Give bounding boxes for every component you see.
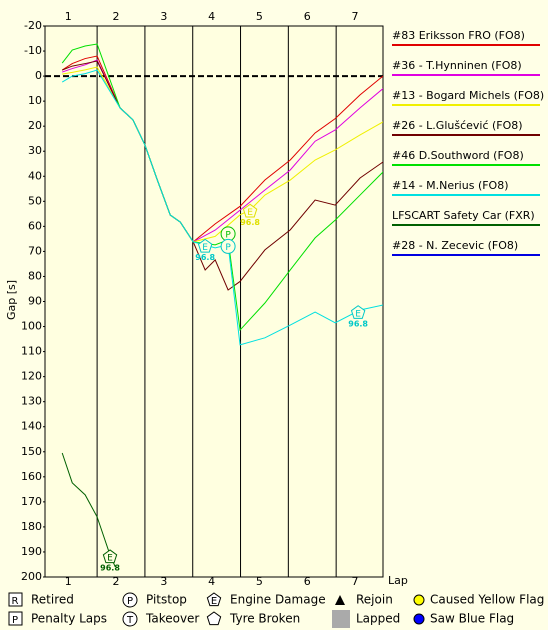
legend-icon xyxy=(8,611,23,626)
event-symbol: P xyxy=(225,230,231,240)
series-line xyxy=(61,69,383,346)
event-symbol: E xyxy=(355,309,361,319)
y-tick-label: 140 xyxy=(21,420,42,433)
event-label: 96.8 xyxy=(195,253,215,262)
x-tick-label: 2 xyxy=(113,575,120,588)
y-tick-label: 60 xyxy=(28,219,42,232)
y-tick-label: 160 xyxy=(21,470,42,483)
y-tick-label: 50 xyxy=(28,194,42,207)
x-tick-label-top: 7 xyxy=(352,10,359,23)
x-tick-label: 3 xyxy=(160,575,167,588)
x-tick-label: 7 xyxy=(352,575,359,588)
legend-label: #13 - Bogard Michels (FO8) xyxy=(392,89,544,102)
legend-label: LFSCART Safety Car (FXR) xyxy=(392,209,535,222)
event-icon xyxy=(220,238,236,254)
y-tick-label: -10 xyxy=(24,44,42,57)
x-tick-label: 1 xyxy=(65,575,72,588)
x-tick-label-top: 5 xyxy=(256,10,263,23)
legend-label: #26 - L.Glušćević (FO8) xyxy=(392,119,523,132)
event-legend-label: Engine Damage xyxy=(230,593,326,607)
y-tick-label: -20 xyxy=(24,19,42,32)
legend-icon xyxy=(122,592,138,608)
event-legend-label: Pitstop xyxy=(146,593,187,607)
legend-symbol: P xyxy=(127,596,133,607)
y-tick-label: 170 xyxy=(21,495,42,508)
event-icon xyxy=(197,238,213,253)
legend-icon xyxy=(332,610,350,628)
event-symbol: P xyxy=(225,243,231,253)
legend-label: #46 D.Southword (FO8) xyxy=(392,149,524,162)
y-tick-label: 90 xyxy=(28,295,42,308)
legend-icon xyxy=(413,613,425,625)
event-icon xyxy=(242,203,258,218)
legend-icon xyxy=(413,594,425,606)
legend-symbol: P xyxy=(12,615,18,626)
y-tick-label: 190 xyxy=(21,545,42,558)
y-tick-label: 180 xyxy=(21,520,42,533)
event-legend-label: Saw Blue Flag xyxy=(430,612,514,626)
y-tick-label: 150 xyxy=(21,445,42,458)
y-tick-label: 100 xyxy=(21,320,42,333)
legend-symbol: E xyxy=(211,596,217,607)
event-icon xyxy=(102,549,118,564)
legend-label: #36 - T.Hynninen (FO8) xyxy=(392,59,522,72)
x-tick-label-top: 4 xyxy=(208,10,215,23)
x-tick-label-top: 2 xyxy=(113,10,120,23)
event-legend-label: Tyre Broken xyxy=(229,612,300,626)
y-tick-label: 130 xyxy=(21,395,42,408)
y-tick-label: 70 xyxy=(28,244,42,257)
x-tick-label-top: 3 xyxy=(160,10,167,23)
y-tick-label: 120 xyxy=(21,370,42,383)
legend-icon xyxy=(8,592,23,607)
x-axis-label: Lap xyxy=(388,574,408,587)
legend-icon xyxy=(206,611,222,626)
y-tick-label: 40 xyxy=(28,169,42,182)
x-tick-label: 5 xyxy=(256,575,263,588)
event-legend-label: Retired xyxy=(31,593,74,607)
legend-icon xyxy=(122,611,138,627)
y-tick-label: 20 xyxy=(28,119,42,132)
x-tick-label-top: 1 xyxy=(65,10,72,23)
plot-area xyxy=(44,25,384,578)
legend-label: #83 Eriksson FRO (FO8) xyxy=(392,29,525,42)
event-symbol: E xyxy=(247,208,253,218)
legend-symbol: T xyxy=(126,615,134,626)
event-label: 96.8 xyxy=(348,319,368,328)
event-symbol: E xyxy=(202,243,208,253)
legend-icon xyxy=(206,592,222,607)
y-tick-label: 10 xyxy=(28,94,42,107)
x-tick-label: 4 xyxy=(208,575,215,588)
event-icon xyxy=(350,305,366,319)
event-legend-label: Lapped xyxy=(356,612,400,626)
event-legend-label: Takeover xyxy=(145,612,199,626)
event-legend-label: Rejoin xyxy=(356,593,393,607)
event-symbol: E xyxy=(107,553,113,563)
legend-label: #28 - N. Zecevic (FO8) xyxy=(392,239,518,252)
y-axis-label: Gap [s] xyxy=(5,280,18,320)
y-tick-label: 200 xyxy=(21,570,42,583)
event-legend-label: Penalty Laps xyxy=(31,612,107,626)
y-tick-label: 110 xyxy=(21,345,42,358)
y-tick-label: 30 xyxy=(28,144,42,157)
y-tick-label: 80 xyxy=(28,269,42,282)
event-label: 96.8 xyxy=(240,218,260,227)
legend-symbol: R xyxy=(12,596,19,607)
y-tick-label: 0 xyxy=(35,69,42,82)
legend-icon xyxy=(335,595,345,605)
event-label: 96.8 xyxy=(100,563,120,572)
event-legend-label: Caused Yellow Flag xyxy=(430,593,544,607)
legend-label: #14 - M.Nerius (FO8) xyxy=(392,179,509,192)
x-tick-label: 6 xyxy=(304,575,311,588)
x-tick-label-top: 6 xyxy=(304,10,311,23)
